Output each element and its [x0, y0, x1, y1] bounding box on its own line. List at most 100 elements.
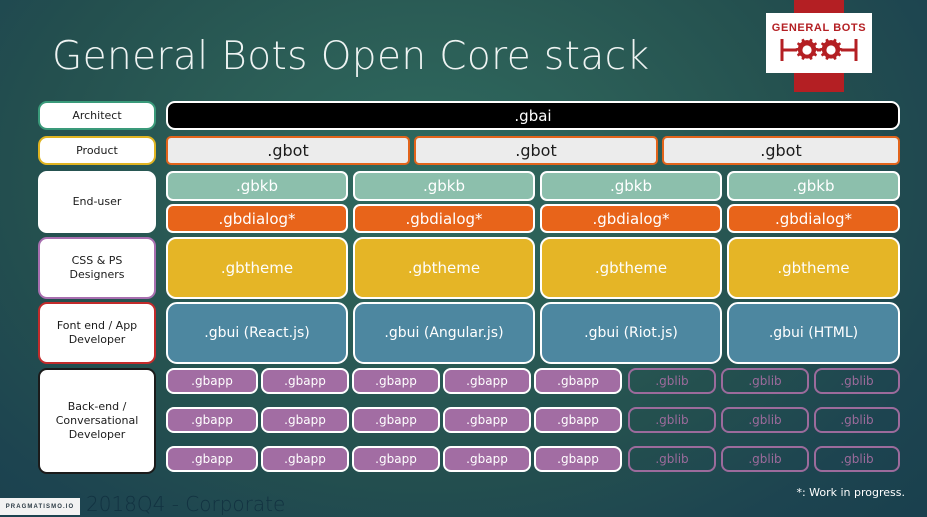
block-label: .gbot [267, 141, 309, 160]
block-label: .gbdialog* [592, 209, 670, 228]
block-gbtheme-4: .gbtheme [727, 237, 900, 299]
block-gbui-react: .gbui (React.js) [166, 302, 348, 364]
block-label: .gbui (React.js) [204, 325, 310, 341]
footer-caption: 2018Q4 - Corporate [86, 492, 286, 516]
role-label: Font end / App Developer [56, 319, 138, 346]
block-gbui-riot: .gbui (Riot.js) [540, 302, 722, 364]
pragmatismo-logo: PRAGMATISMO.IO [0, 498, 80, 515]
block-gbapp-r1c4: .gbapp [534, 407, 622, 433]
block-gbapp-r1c3: .gbapp [443, 407, 531, 433]
block-gbdialog-1: .gbdialog* [166, 204, 348, 233]
block-label: .gblib [655, 452, 689, 466]
block-label: .gbdialog* [405, 209, 483, 228]
block-label: .gbot [760, 141, 802, 160]
block-label: .gblib [748, 452, 782, 466]
block-gbapp-r0c1: .gbapp [261, 368, 349, 394]
block-gbkb-1: .gbkb [166, 171, 348, 201]
block-label: .gbui (Riot.js) [584, 325, 678, 341]
block-gbapp-r2c3: .gbapp [443, 446, 531, 472]
block-label: .gbapp [557, 413, 599, 427]
block-gblib-r0c5: .gblib [628, 368, 716, 394]
block-label: .gbapp [191, 413, 233, 427]
block-gbapp-r0c4: .gbapp [534, 368, 622, 394]
block-gbot-3: .gbot [662, 136, 900, 165]
block-label: .gbtheme [220, 259, 294, 277]
block-label: .gbkb [609, 177, 653, 195]
pragmatismo-wordmark: PRAGMATISMO.IO [5, 503, 75, 510]
role-chip-architect: Architect [38, 101, 156, 130]
block-gbdialog-4: .gbdialog* [727, 204, 900, 233]
block-gblib-r2c7: .gblib [814, 446, 900, 472]
role-chip-backend-conversational-developer: Back-end / Conversational Developer [38, 368, 156, 474]
role-chip-product: Product [38, 136, 156, 165]
role-chip-css-ps-designers: CSS & PS Designers [38, 237, 156, 299]
block-gbot-1: .gbot [166, 136, 410, 165]
role-label: Back-end / Conversational Developer [55, 400, 139, 441]
block-gbkb-3: .gbkb [540, 171, 722, 201]
role-label: Architect [72, 108, 122, 122]
block-label: .gbdialog* [218, 209, 296, 228]
block-gbapp-r1c2: .gbapp [352, 407, 440, 433]
block-gblib-r1c6: .gblib [721, 407, 809, 433]
block-label: .gbapp [466, 413, 508, 427]
block-label: .gbapp [557, 452, 599, 466]
stack-diagram: Architect Product End-user CSS & PS Desi… [38, 101, 900, 481]
block-label: .gbapp [375, 374, 417, 388]
block-gbapp-r0c2: .gbapp [352, 368, 440, 394]
block-gbkb-4: .gbkb [727, 171, 900, 201]
block-label: .gbapp [466, 374, 508, 388]
block-label: .gbkb [792, 177, 835, 195]
block-gbdialog-2: .gbdialog* [353, 204, 535, 233]
logo-card: GENERAL BOTS [766, 13, 872, 73]
block-label: .gbdialog* [774, 209, 853, 228]
block-gbtheme-1: .gbtheme [166, 237, 348, 299]
block-gblib-r1c5: .gblib [628, 407, 716, 433]
block-label: .gbtheme [594, 259, 668, 277]
block-label: .gblib [655, 413, 689, 427]
block-label: .gbapp [284, 374, 326, 388]
block-label: .gbot [515, 141, 557, 160]
block-gblib-r1c7: .gblib [814, 407, 900, 433]
block-label: .gbui (Angular.js) [384, 325, 504, 341]
block-label: .gblib [840, 374, 874, 388]
block-gbtheme-3: .gbtheme [540, 237, 722, 299]
block-gbdialog-3: .gbdialog* [540, 204, 722, 233]
block-label: .gbkb [235, 177, 279, 195]
block-label: .gbapp [191, 374, 233, 388]
role-chip-frontend-app-developer: Font end / App Developer [38, 302, 156, 364]
block-label: .gbtheme [777, 259, 850, 277]
role-label: CSS & PS Designers [69, 254, 125, 281]
block-gbapp-r2c2: .gbapp [352, 446, 440, 472]
block-gbkb-2: .gbkb [353, 171, 535, 201]
block-label: .gbapp [191, 452, 233, 466]
block-label: .gbapp [284, 413, 326, 427]
role-label: End-user [72, 195, 122, 209]
block-gbapp-r1c0: .gbapp [166, 407, 258, 433]
block-label: .gbapp [375, 452, 417, 466]
block-gblib-r2c6: .gblib [721, 446, 809, 472]
logo-wordmark: GENERAL BOTS [771, 21, 867, 34]
block-gbapp-r2c0: .gbapp [166, 446, 258, 472]
block-gbapp-r0c3: .gbapp [443, 368, 531, 394]
block-label: .gblib [748, 413, 782, 427]
block-gbui-html: .gbui (HTML) [727, 302, 900, 364]
block-gbot-2: .gbot [414, 136, 658, 165]
gears-icon [780, 38, 858, 61]
block-label: .gblib [840, 413, 874, 427]
block-label: .gbkb [422, 177, 466, 195]
block-gbapp-r2c1: .gbapp [261, 446, 349, 472]
block-label: .gbtheme [407, 259, 481, 277]
general-bots-logo: GENERAL BOTS [766, 0, 872, 92]
block-gbai: .gbai [166, 101, 900, 130]
block-label: .gbapp [466, 452, 508, 466]
block-gblib-r0c7: .gblib [814, 368, 900, 394]
block-gbapp-r1c1: .gbapp [261, 407, 349, 433]
block-label: .gbai [514, 106, 552, 125]
role-label: Product [76, 143, 118, 157]
block-gblib-r2c5: .gblib [628, 446, 716, 472]
page-title: General Bots Open Core stack [52, 34, 650, 79]
block-gbapp-r2c4: .gbapp [534, 446, 622, 472]
block-label: .gblib [748, 374, 782, 388]
block-gbui-angular: .gbui (Angular.js) [353, 302, 535, 364]
